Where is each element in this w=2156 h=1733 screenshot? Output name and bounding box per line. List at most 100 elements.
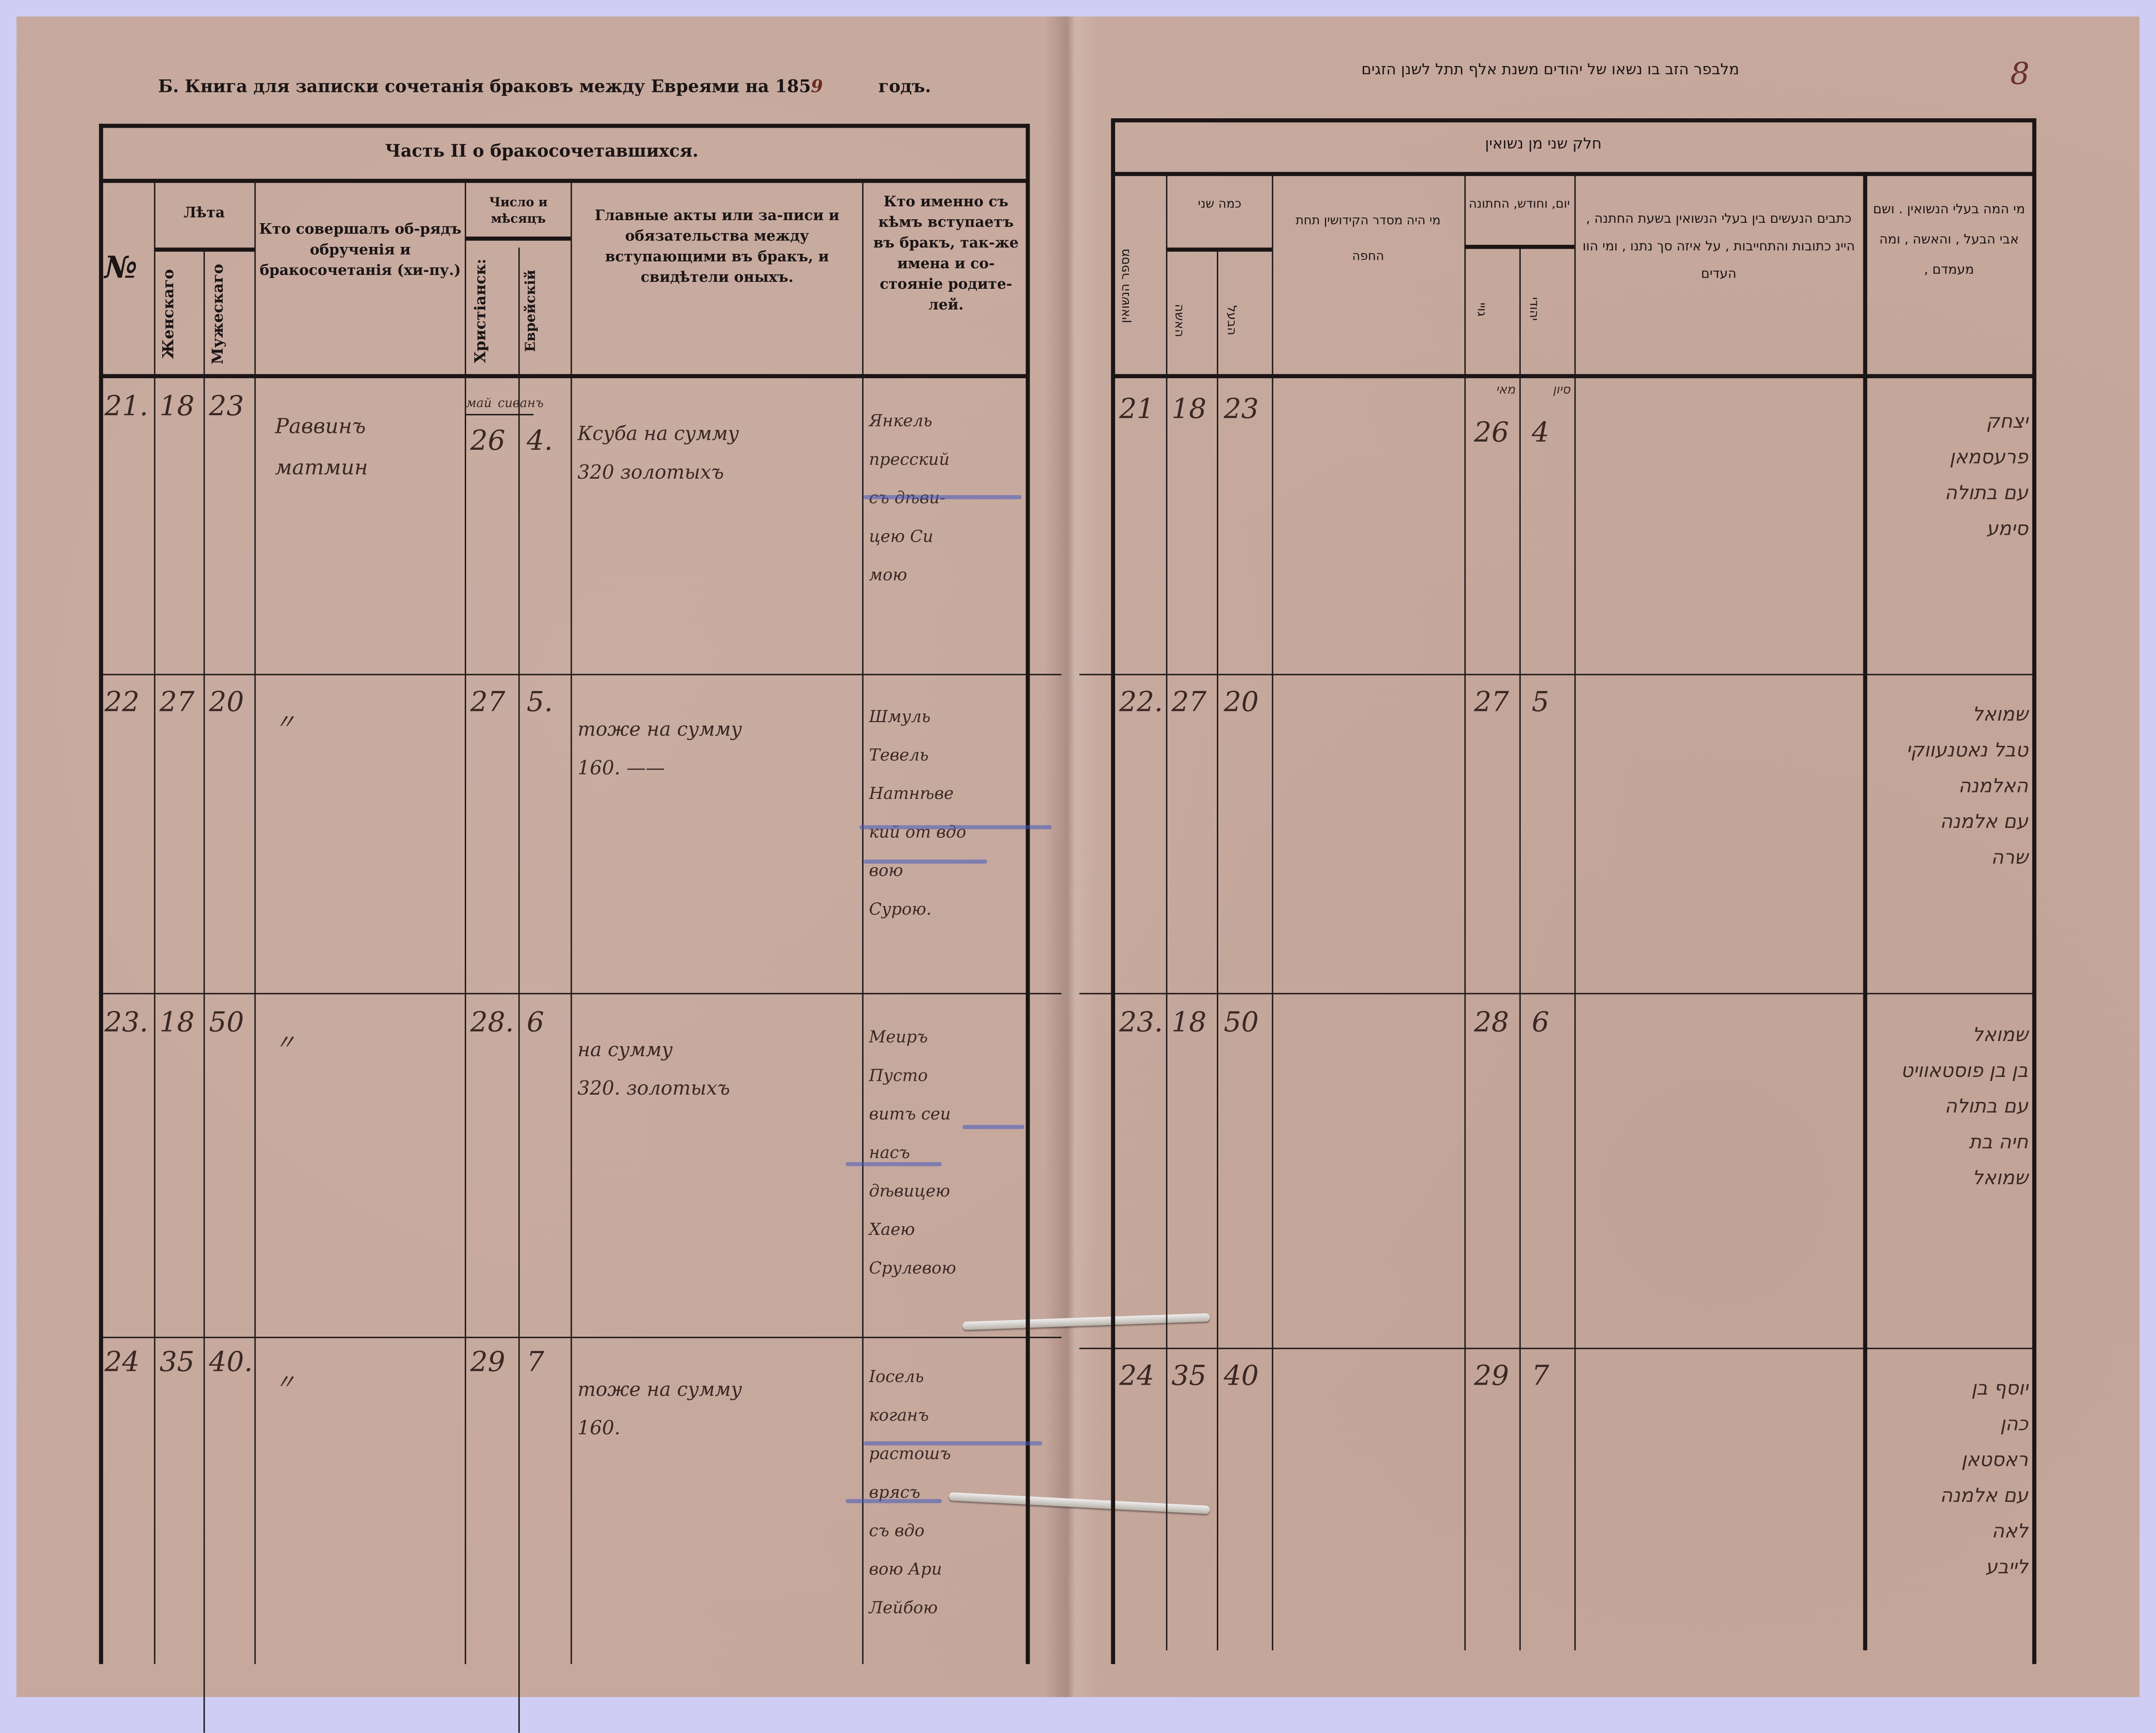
blue-pencil-mark bbox=[859, 825, 1052, 830]
book-spread bbox=[16, 16, 2140, 1697]
rspouses-names: שמואל בן בן פוסטאוויט עם בתולה חיה בת שמ… bbox=[1901, 1024, 2028, 1190]
spouses-names: Іосель коганъ растошъ врясъ съ вдо вою А… bbox=[869, 1367, 951, 1617]
column-rule bbox=[571, 179, 572, 1664]
column-rule bbox=[464, 179, 467, 1664]
male-age: 23 bbox=[209, 389, 244, 423]
column-rule bbox=[518, 247, 520, 1733]
row-number: 24 bbox=[104, 1345, 140, 1378]
jewish-date: 7 bbox=[526, 1345, 544, 1378]
table-border bbox=[1025, 123, 1030, 1664]
header-officiant: Кто совершалъ об-рядъ обрученія и бракос… bbox=[259, 221, 462, 279]
row-number: 23. bbox=[104, 1005, 148, 1039]
officiant: Раввинъ матмин bbox=[275, 414, 368, 480]
column-rule bbox=[1519, 245, 1521, 1651]
rheader-officiant: מי היה מסדר הקידושין תחת החפה bbox=[1295, 215, 1441, 264]
table-rule bbox=[99, 123, 1029, 128]
rjewish-date: 5 bbox=[1532, 685, 1550, 718]
rheader-wife: האשה bbox=[1171, 303, 1185, 337]
left-title-text: Б. Книга для записки сочетанія браковъ м… bbox=[158, 76, 811, 97]
left-part-title: Часть II о бракосочетавшихся. bbox=[385, 140, 699, 161]
year-suffix: годъ. bbox=[878, 76, 931, 97]
rheader-husband: הבעל bbox=[1223, 305, 1238, 336]
wife-age: 27 bbox=[1171, 685, 1207, 718]
table-rule bbox=[1111, 118, 2035, 123]
husband-age: 20 bbox=[1223, 685, 1259, 718]
column-rule bbox=[254, 179, 256, 1664]
header-ages: Лѣта bbox=[183, 205, 225, 221]
marriage-acts: Ксуба на сумму 320 золотыхъ bbox=[577, 423, 739, 484]
blue-pencil-mark bbox=[845, 1162, 942, 1166]
header-number: № bbox=[104, 250, 138, 286]
column-rule bbox=[1863, 172, 1867, 1651]
husband-age: 50 bbox=[1223, 1005, 1259, 1039]
table-border bbox=[1111, 118, 1116, 1664]
right-part-title: חלק שני מן נשואין bbox=[1485, 135, 1602, 153]
table-rule bbox=[99, 374, 1029, 379]
rmonth-label-jewish: סיון bbox=[1552, 383, 1570, 398]
row-divider bbox=[1079, 1348, 2035, 1349]
column-rule bbox=[203, 247, 205, 1733]
husband-age: 23 bbox=[1223, 392, 1259, 425]
blue-pencil-mark bbox=[863, 1441, 1043, 1446]
spouses-names: Шмуль Тевель Натнѣве кий от вдо вою Суро… bbox=[869, 707, 966, 919]
marriage-acts: тоже на сумму 160. bbox=[577, 1379, 742, 1440]
row-number: 21. bbox=[104, 389, 148, 423]
row-divider bbox=[99, 674, 1062, 676]
husband-age: 40 bbox=[1223, 1358, 1259, 1392]
table-rule bbox=[1111, 374, 2035, 379]
marriage-acts: на сумму 320. золотыхъ bbox=[577, 1039, 730, 1100]
row-divider bbox=[99, 993, 1062, 994]
column-rule bbox=[1272, 172, 1273, 1651]
rjewish-date: 4 bbox=[1532, 415, 1550, 448]
row-divider bbox=[99, 1336, 1062, 1338]
goyi-date: 29 bbox=[1474, 1358, 1509, 1392]
table-border bbox=[99, 123, 103, 1664]
male-age: 40. bbox=[209, 1345, 253, 1378]
male-age: 50 bbox=[209, 1005, 244, 1039]
male-age: 20 bbox=[209, 685, 244, 718]
officiant: 〃 bbox=[275, 1030, 296, 1055]
blue-pencil-mark bbox=[863, 859, 987, 864]
goyi-date: 28 bbox=[1474, 1005, 1509, 1039]
wife-age: 18 bbox=[1171, 392, 1207, 425]
rheader-ages: כמה שני bbox=[1198, 198, 1242, 212]
jewish-date: 5. bbox=[526, 685, 553, 718]
header-who-marries: Кто именно съ кѣмъ вступаетъ въ бракъ, т… bbox=[873, 194, 1019, 314]
left-book-title: Б. Книга для записки сочетанія браковъ м… bbox=[158, 76, 931, 96]
marriage-acts: тоже на сумму 160. —— bbox=[577, 719, 742, 780]
header-christian-date: Христіанск: bbox=[471, 259, 490, 363]
jewish-date: 6 bbox=[526, 1005, 544, 1039]
goyi-date: 27 bbox=[1474, 685, 1509, 718]
row-divider bbox=[1079, 993, 2035, 994]
christian-date: 27 bbox=[470, 685, 505, 718]
wife-age: 18 bbox=[1171, 1005, 1207, 1039]
column-rule bbox=[1217, 247, 1218, 1651]
female-age: 18 bbox=[159, 389, 195, 423]
rheader-who-marries: מי המה בעלי הנשואין . ושם אבי הבעל , והא… bbox=[1873, 202, 2025, 278]
header-date: Число и мѣсяцъ bbox=[489, 196, 548, 227]
christian-date: 29 bbox=[470, 1345, 505, 1378]
female-age: 27 bbox=[159, 685, 195, 718]
blue-pencil-mark bbox=[962, 1125, 1024, 1129]
table-rule bbox=[1111, 172, 2035, 176]
table-rule bbox=[464, 237, 571, 241]
rrow-number: 23. bbox=[1119, 1005, 1163, 1039]
blue-pencil-mark bbox=[863, 495, 1022, 499]
header-male: Мужескаго bbox=[209, 263, 227, 364]
jewish-date: 4. bbox=[526, 423, 553, 457]
rrow-number: 21 bbox=[1119, 392, 1154, 425]
rspouses-names: יצחק פרעסמאן עם בתולה סימע bbox=[1945, 411, 2028, 541]
rspouses-names: יוסף בן כהן ראסטאן עם אלמנה לאה לייבע bbox=[1940, 1378, 2028, 1579]
book-spine bbox=[1045, 16, 1100, 1697]
wife-age: 35 bbox=[1171, 1358, 1207, 1392]
rheader-goyi: גויי bbox=[1474, 302, 1488, 317]
month-label-jewish: сиванъ bbox=[498, 397, 544, 411]
goyi-date: 26 bbox=[1474, 415, 1509, 448]
header-female: Женскаго bbox=[159, 268, 178, 359]
spouses-names: Янкель пресский съ дѣви- цею Си мою bbox=[869, 411, 950, 585]
right-book-title: מלבפר הזב בו נשאו של יהודים משנת אלף תתל… bbox=[1361, 60, 1740, 79]
rheader-number: מספר הנשואין bbox=[1119, 249, 1133, 324]
rjewish-date: 6 bbox=[1532, 1005, 1550, 1039]
female-age: 18 bbox=[159, 1005, 195, 1039]
